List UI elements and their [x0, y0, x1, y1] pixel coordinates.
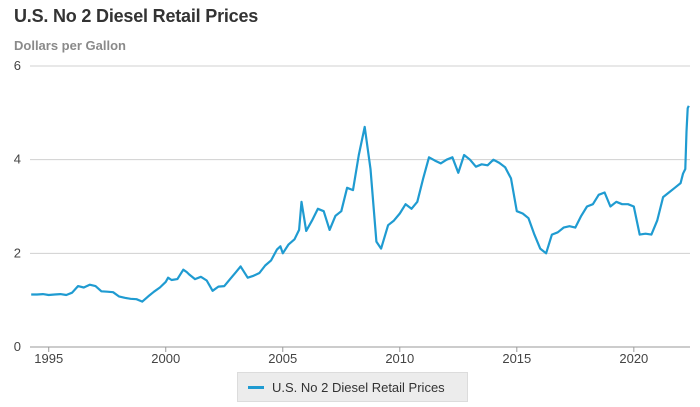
x-tick-labels: 1995 2000 2005 2010 2015 2020 — [34, 347, 648, 366]
y-tick-label: 6 — [14, 58, 21, 73]
x-tick-label: 2015 — [502, 351, 531, 366]
y-tick-label: 0 — [14, 339, 21, 354]
x-tick-label: 2010 — [385, 351, 414, 366]
x-tick-label: 2005 — [268, 351, 297, 366]
y-tick-label: 4 — [14, 152, 21, 167]
series-line — [31, 105, 690, 303]
y-tick-label: 2 — [14, 245, 21, 260]
x-tick-label: 2020 — [619, 351, 648, 366]
y-tick-labels: 0 2 4 6 — [14, 58, 21, 354]
x-tick-label: 1995 — [34, 351, 63, 366]
series-lines — [31, 105, 690, 303]
x-tick-label: 2000 — [151, 351, 180, 366]
grid-lines — [30, 65, 690, 348]
legend-label: U.S. No 2 Diesel Retail Prices — [272, 379, 445, 395]
y-axis-label: Dollars per Gallon — [14, 38, 126, 53]
chart-title: U.S. No 2 Diesel Retail Prices — [14, 6, 259, 26]
legend-swatch — [248, 385, 264, 389]
legend[interactable]: U.S. No 2 Diesel Retail Prices — [237, 372, 468, 402]
